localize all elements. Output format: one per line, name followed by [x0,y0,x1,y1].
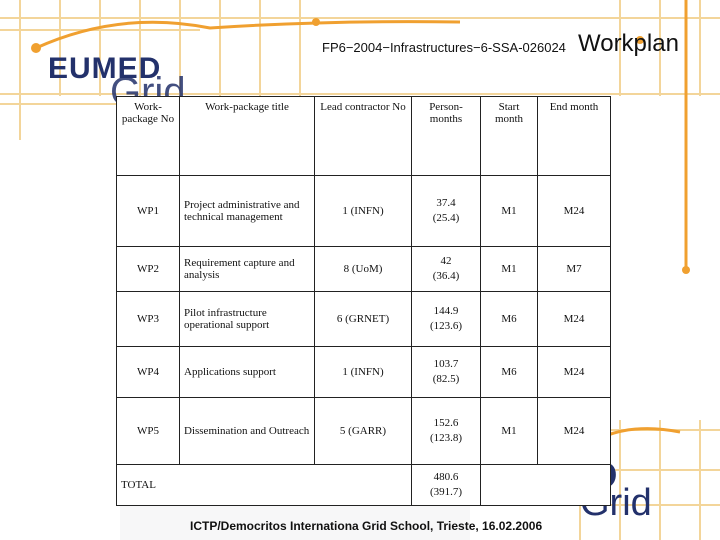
table-row: WP5 Dissemination and Outreach 5 (GARR) … [116,397,611,465]
pm-total: 103.7 [433,358,459,370]
wp-end: M24 [537,291,611,347]
wp-end: M24 [537,175,611,247]
pm-total: 37.4 [436,197,456,209]
pm-total: 42 [440,255,452,267]
header-lead: Lead contractor No [314,96,412,176]
pm-requested: (36.4) [432,270,460,282]
total-label: TOTAL [116,464,412,506]
wp-start: M1 [480,246,538,292]
footer-text: ICTP/Democritos Internationa Grid School… [190,519,543,533]
wp-start: M6 [480,291,538,347]
pm-requested: (123.6) [429,320,463,332]
wp-title: Project administrative and technical man… [179,175,315,247]
wp-title: Dissemination and Outreach [179,397,315,465]
table-row: WP3 Pilot infrastructure operational sup… [116,291,611,347]
table-header-row: Work-package No Work-package title Lead … [116,96,611,176]
header-wp-title: Work-package title [179,96,315,176]
slide-title: Workplan [578,30,679,57]
wp-no: WP5 [116,397,180,465]
wp-end: M24 [537,346,611,398]
table-total-row: TOTAL 480.6 (391.7) [116,464,611,506]
pm-requested: (25.4) [432,212,460,224]
wp-lead: 8 (UoM) [314,246,412,292]
wp-no: WP3 [116,291,180,347]
header-start: Start month [480,96,538,176]
pm-total: 152.6 [433,417,459,429]
wp-lead: 1 (INFN) [314,346,412,398]
wp-person-months: 103.7 (82.5) [411,346,481,398]
table-row: WP4 Applications support 1 (INFN) 103.7 (… [116,346,611,398]
header-end: End month [537,96,611,176]
header-wp-no: Work-package No [116,96,180,176]
wp-title: Applications support [179,346,315,398]
wp-end: M7 [537,246,611,292]
wp-person-months: 144.9 (123.6) [411,291,481,347]
total-person-months: 480.6 (391.7) [411,464,481,506]
wp-title: Requirement capture and analysis [179,246,315,292]
wp-end: M24 [537,397,611,465]
pm-requested: (391.7) [429,486,463,498]
eumed-logo: EUMED [48,52,162,85]
wp-person-months: 37.4 (25.4) [411,175,481,247]
wp-person-months: 152.6 (123.8) [411,397,481,465]
table-row: WP1 Project administrative and technical… [116,175,611,247]
pm-requested: (123.8) [429,432,463,444]
wp-no: WP1 [116,175,180,247]
wp-person-months: 42 (36.4) [411,246,481,292]
wp-no: WP4 [116,346,180,398]
workplan-table: Work-package No Work-package title Lead … [116,96,611,506]
project-code: FP6−2004−Infrastructures−6-SSA-026024 [322,40,566,55]
wp-lead: 1 (INFN) [314,175,412,247]
pm-total: 144.9 [433,305,459,317]
wp-lead: 5 (GARR) [314,397,412,465]
total-empty [480,464,611,506]
wp-start: M1 [480,397,538,465]
wp-title: Pilot infrastructure operational support [179,291,315,347]
pm-requested: (82.5) [432,373,460,385]
table-row: WP2 Requirement capture and analysis 8 (… [116,246,611,292]
header-person-months: Person-months [411,96,481,176]
wp-start: M1 [480,175,538,247]
wp-lead: 6 (GRNET) [314,291,412,347]
wp-no: WP2 [116,246,180,292]
pm-total: 480.6 [433,471,459,483]
wp-start: M6 [480,346,538,398]
